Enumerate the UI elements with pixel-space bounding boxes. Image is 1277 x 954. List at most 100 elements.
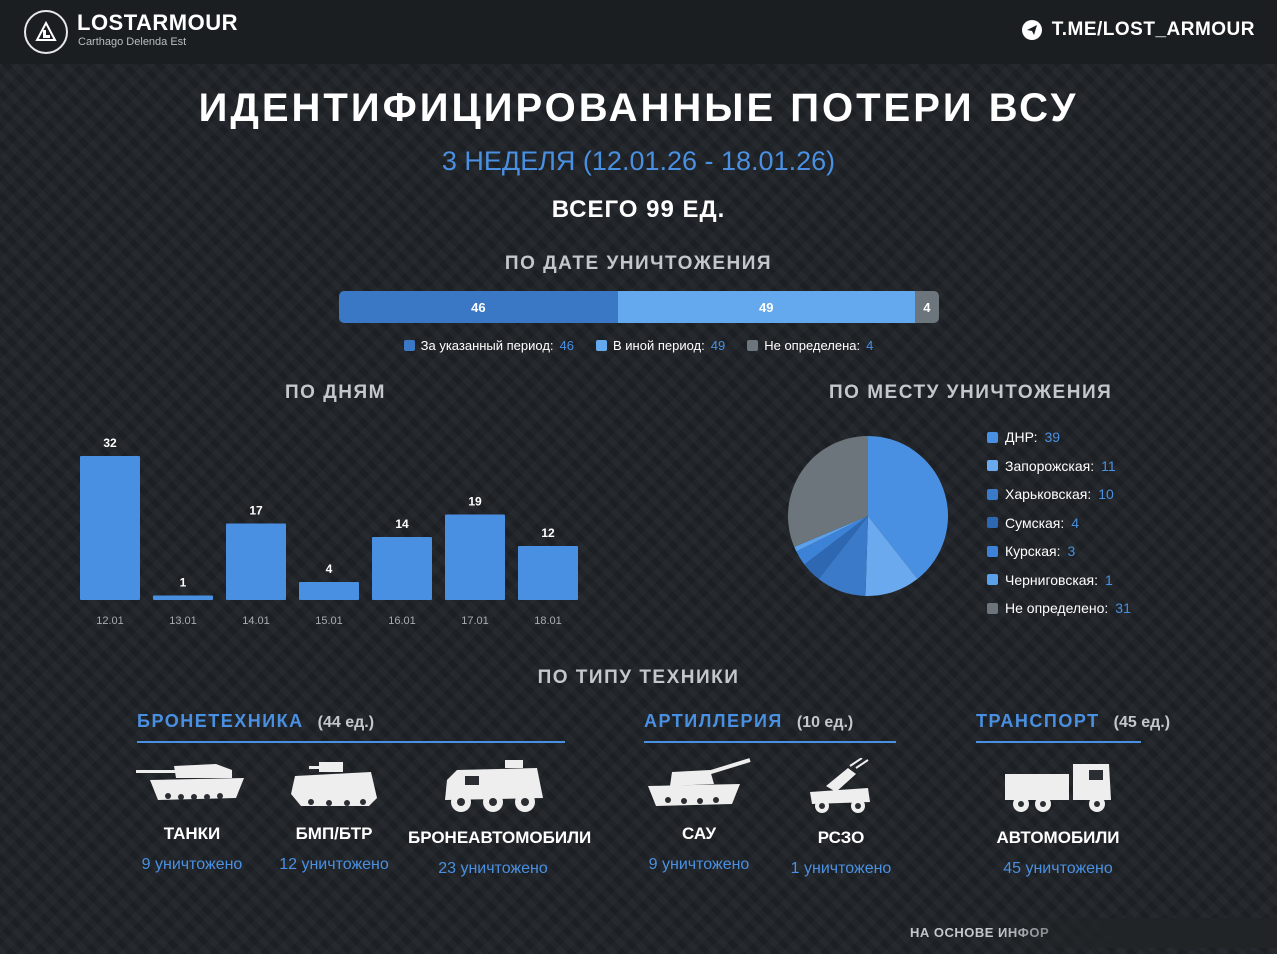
legend-item: В иной период: 49 (596, 338, 725, 353)
pie-legend-item: Черниговская: 1 (987, 566, 1131, 595)
stacked-segment: 49 (617, 291, 915, 323)
brand-tagline: Carthago Delenda Est (78, 36, 187, 48)
bar (153, 595, 213, 600)
legend-label: Черниговская: (1005, 571, 1099, 588)
x-tick-label: 14.01 (242, 615, 270, 627)
legend-label: Не определено: (1005, 600, 1109, 617)
ifv-icon (291, 762, 377, 806)
x-tick-label: 16.01 (388, 615, 416, 627)
category-artillery-label: АРТИЛЛЕРИЯ (644, 711, 783, 731)
pie-slice (804, 516, 868, 579)
vehicle-armored-cars-value: 23 уничтожено (438, 860, 548, 877)
region-pie-chart (788, 436, 948, 596)
x-tick-label: 17.01 (461, 615, 489, 627)
pie-legend-item: Харьковская: 10 (987, 480, 1131, 509)
page-subtitle: 3 НЕДЕЛЯ (12.01.26 - 18.01.26) (441, 146, 836, 176)
legend-value: 1 (1105, 571, 1113, 588)
legend-swatch (403, 340, 415, 351)
category-transport-label: ТРАНСПОРТ (976, 711, 1100, 731)
category-armor-title: БРОНЕТЕХНИКА (44 ед.) (137, 711, 374, 732)
category-armor-label: БРОНЕТЕХНИКА (137, 711, 304, 731)
brand-name: LOSTARMOUR (77, 10, 239, 35)
category-artillery-count: (10 ед.) (796, 714, 854, 731)
vehicle-spg-value: 9 уничтожено (648, 856, 750, 873)
bar (299, 582, 359, 600)
legend-swatch (987, 602, 998, 614)
legend-swatch (987, 574, 998, 586)
pie-slice (818, 516, 868, 596)
telegram-icon (1021, 20, 1042, 40)
legend-label: ДНР: (1005, 429, 1038, 446)
pie-legend-item: Запорожская: 11 (987, 452, 1131, 481)
vehicle-tanks-value: 9 уничтожено (141, 856, 243, 873)
vehicle-armored-cars: БРОНЕАВТОМОБИЛИ 23 уничтожено (408, 758, 592, 878)
legend-label: Не определена: (764, 338, 861, 353)
armored-car-icon (445, 760, 543, 812)
pie-slice (794, 516, 868, 552)
legend-value: 10 (1098, 486, 1114, 503)
bar-value-label: 32 (103, 436, 117, 450)
vehicle-mlrs-value: 1 уничтожено (790, 860, 892, 877)
category-transport-count: (45 ед.) (1113, 714, 1171, 731)
vehicle-spg: САУ 9 уничтожено (614, 758, 784, 874)
section-title-by-place: ПО МЕСТУ УНИЧТОЖЕНИЯ (829, 382, 1113, 403)
x-tick-label: 13.01 (169, 615, 197, 627)
pie-slice (865, 516, 918, 596)
pie-legend-item: Курская: 3 (987, 537, 1131, 566)
bar (372, 537, 432, 600)
top-bar: LOSTARMOUR Carthago Delenda Est T.ME/LOS… (0, 0, 1277, 64)
category-transport-title: ТРАНСПОРТ (45 ед.) (976, 711, 1170, 732)
bar-value-label: 14 (395, 517, 409, 531)
legend-label: За указанный период: (420, 338, 554, 353)
stacked-segment: 4 (914, 291, 939, 323)
legend-swatch (987, 460, 998, 472)
legend-label: Сумская: (1005, 514, 1065, 531)
pie-legend-item: Сумская: 4 (987, 509, 1131, 538)
pie-slice (788, 436, 868, 547)
bar (80, 456, 140, 600)
bar-value-label: 17 (249, 504, 263, 518)
category-transport-divider (976, 741, 1141, 743)
legend-label: Курская: (1005, 543, 1061, 560)
spg-icon (648, 758, 751, 806)
vehicle-tanks-name: ТАНКИ (163, 824, 221, 843)
legend-swatch (747, 340, 759, 351)
pie-legend-item: ДНР: 39 (987, 423, 1131, 452)
legend-value: 4 (1071, 514, 1080, 531)
vehicle-ifv: БМП/БТР 12 уничтожено (249, 758, 419, 874)
bar-value-label: 12 (541, 526, 555, 540)
pie-legend-item: Не определено: 31 (987, 594, 1131, 623)
vehicle-trucks: АВТОМОБИЛИ 45 уничтожено (973, 758, 1143, 878)
stacked-bar-legend: За указанный период: 46 В иной период: 49 Не… (0, 338, 1277, 353)
legend-value: 39 (1044, 429, 1061, 446)
legend-value: 31 (1115, 600, 1131, 617)
x-tick-label: 15.01 (315, 615, 343, 627)
stacked-segment: 46 (339, 291, 618, 323)
x-tick-label: 12.01 (96, 615, 124, 627)
pie-legend: ДНР: 39 Запорожская: 11 Харьковская: 10 Сумска… (987, 423, 1131, 623)
legend-value: 46 (559, 338, 575, 353)
legend-value: 11 (1101, 457, 1116, 474)
vehicle-mlrs: РСЗО 1 уничтожено (756, 758, 926, 878)
telegram-label: T.ME/LOST_ARMOUR (1051, 19, 1255, 40)
category-armor-count: (44 ед.) (317, 714, 375, 731)
truck-icon (1005, 764, 1111, 812)
vehicle-mlrs-name: РСЗО (817, 828, 865, 847)
total-count: ВСЕГО 99 ЕД. (551, 196, 726, 223)
legend-swatch (987, 517, 998, 529)
vehicle-trucks-value: 45 уничтожено (1003, 860, 1113, 877)
category-armor-divider (137, 741, 565, 743)
bar (445, 514, 505, 600)
legend-swatch (987, 545, 998, 557)
vehicle-spg-name: САУ (681, 824, 717, 843)
legend-value: 4 (866, 338, 874, 353)
telegram-link[interactable]: T.ME/LOST_ARMOUR (1021, 19, 1255, 41)
pie-slice (796, 516, 868, 565)
vehicle-trucks-name: АВТОМОБИЛИ (996, 828, 1120, 847)
legend-value: 49 (710, 338, 726, 353)
section-title-by-type: ПО ТИПУ ТЕХНИКИ (537, 667, 740, 688)
category-artillery-divider (644, 741, 896, 743)
vehicle-armored-cars-name: БРОНЕАВТОМОБИЛИ (408, 828, 592, 847)
legend-value: 3 (1067, 543, 1076, 560)
tank-icon (136, 764, 244, 800)
